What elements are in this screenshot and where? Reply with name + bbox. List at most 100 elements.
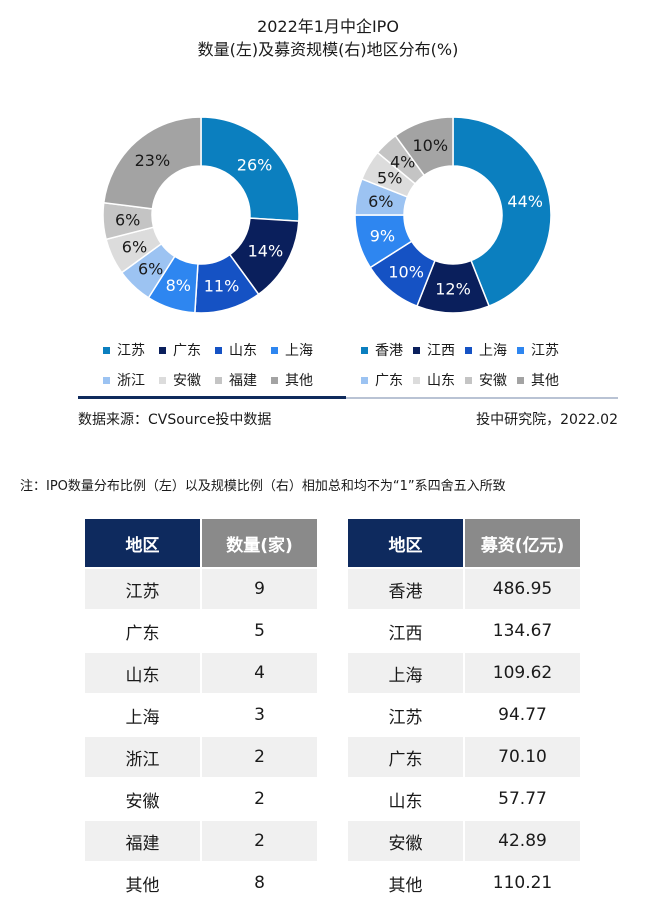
donut-slice-7 <box>394 116 454 177</box>
table-row: 江西 134.67 <box>348 611 580 651</box>
slice-value-label: 10% <box>413 136 449 155</box>
legend-label: 福建 <box>229 373 257 389</box>
slice-value-label: 6% <box>368 192 393 211</box>
legend-label: 其他 <box>285 373 313 389</box>
legend-swatch <box>465 376 472 384</box>
legend-item: 安徽 <box>159 370 201 390</box>
table-cell-region: 广东 <box>348 737 465 777</box>
table-cell-value: 2 <box>202 737 317 777</box>
legend-label: 安徽 <box>173 373 201 389</box>
footnote: 注：IPO数量分布比例（左）以及规模比例（右）相加总和均不为“1”系四舍五入所致 <box>20 479 506 494</box>
divider-light <box>346 397 618 399</box>
legend-label: 广东 <box>375 373 403 389</box>
legend-swatch <box>361 346 368 354</box>
legend-label: 其他 <box>531 373 559 389</box>
slice-value-label: 6% <box>122 237 147 256</box>
table-cell-region: 上海 <box>348 653 465 693</box>
legend-label: 浙江 <box>117 373 145 389</box>
table-cell-value: 4 <box>202 653 317 693</box>
table-row: 安徽 42.89 <box>348 821 580 861</box>
table-cell-region: 山东 <box>348 779 465 819</box>
legend-label: 江西 <box>427 343 455 359</box>
slice-value-label: 10% <box>388 263 424 282</box>
table-cell-region: 江苏 <box>85 569 202 609</box>
table-row: 上海 3 <box>85 695 317 735</box>
table-cell-value: 5 <box>202 611 317 651</box>
legend-swatch <box>271 376 278 384</box>
legend-item: 安徽 <box>465 370 507 390</box>
table-cell-value: 2 <box>202 821 317 861</box>
legend-label: 江苏 <box>531 343 559 359</box>
slice-value-label: 44% <box>507 192 543 211</box>
table-row: 安徽 2 <box>85 779 317 819</box>
legend-item: 山东 <box>215 340 257 360</box>
chart-title: 2022年1月中企IPO <box>257 17 399 36</box>
funding-table: 地区 募资(亿元) 香港 486.95 江西 134.67 上海 109.62 江苏 94.7… <box>348 517 580 905</box>
divider-dark <box>78 396 346 399</box>
slice-value-label: 8% <box>166 276 191 295</box>
table-cell-region: 安徽 <box>85 779 202 819</box>
table-cell-value: 70.10 <box>465 737 580 777</box>
legend-label: 上海 <box>285 343 313 359</box>
legend-count: 江苏 广东 山东 上海浙江 安徽 福建 其他 <box>103 340 363 392</box>
table-cell-region: 广东 <box>85 611 202 651</box>
legend-item: 上海 <box>271 340 313 360</box>
legend-swatch <box>465 346 472 354</box>
legend-funding: 香港 江西 上海 江苏广东 山东 安徽 其他 <box>361 340 621 392</box>
table-cell-region: 其他 <box>348 863 465 903</box>
table-row: 江苏 9 <box>85 569 317 609</box>
legend-item: 山东 <box>413 370 455 390</box>
legend-swatch <box>271 346 278 354</box>
table-cell-value: 42.89 <box>465 821 580 861</box>
donut-slice-0 <box>452 116 552 308</box>
table-row: 浙江 2 <box>85 737 317 777</box>
donut-slice-0 <box>200 116 300 222</box>
table-cell-value: 8 <box>202 863 317 903</box>
table-cell-value: 57.77 <box>465 779 580 819</box>
legend-swatch <box>413 376 420 384</box>
table-row: 山东 4 <box>85 653 317 693</box>
table-row: 广东 5 <box>85 611 317 651</box>
table-row: 上海 109.62 <box>348 653 580 693</box>
table-cell-value: 3 <box>202 695 317 735</box>
legend-swatch <box>159 346 166 354</box>
table-row: 其他 110.21 <box>348 863 580 903</box>
slice-value-label: 23% <box>135 151 171 170</box>
legend-item: 香港 <box>361 340 403 360</box>
legend-item: 福建 <box>215 370 257 390</box>
donut-chart-count: 26%14%11%8%6%6%6%23% <box>102 116 300 314</box>
table-cell-region: 江西 <box>348 611 465 651</box>
legend-swatch <box>361 376 368 384</box>
slice-value-label: 11% <box>204 277 240 296</box>
table-cell-region: 安徽 <box>348 821 465 861</box>
legend-item: 广东 <box>159 340 201 360</box>
legend-swatch <box>103 376 110 384</box>
credit: 投中研究院，2022.02 <box>476 412 618 428</box>
slice-value-label: 4% <box>390 152 415 171</box>
legend-item: 江西 <box>413 340 455 360</box>
legend-item: 其他 <box>271 370 313 390</box>
slice-value-label: 6% <box>138 260 163 279</box>
table-row: 其他 8 <box>85 863 317 903</box>
legend-swatch <box>413 346 420 354</box>
legend-item: 上海 <box>465 340 507 360</box>
table-cell-region: 其他 <box>85 863 202 903</box>
chart-subtitle: 数量(左)及募资规模(右)地区分布(%) <box>197 40 459 59</box>
table-cell-value: 110.21 <box>465 863 580 903</box>
table-cell-value: 486.95 <box>465 569 580 609</box>
table-row: 江苏 94.77 <box>348 695 580 735</box>
legend-label: 山东 <box>427 373 455 389</box>
legend-label: 江苏 <box>117 343 145 359</box>
legend-label: 香港 <box>375 343 403 359</box>
table-cell-region: 江苏 <box>348 695 465 735</box>
donut-chart-funding: 44%12%10%9%6%5%4%10% <box>354 116 552 314</box>
legend-item: 其他 <box>517 370 559 390</box>
slice-value-label: 12% <box>435 280 471 299</box>
table-header-region: 地区 <box>348 519 465 567</box>
table-cell-region: 福建 <box>85 821 202 861</box>
legend-item: 江苏 <box>103 340 145 360</box>
table-cell-value: 109.62 <box>465 653 580 693</box>
table-header-funding: 募资(亿元) <box>465 519 580 567</box>
table-row: 广东 70.10 <box>348 737 580 777</box>
legend-item: 江苏 <box>517 340 559 360</box>
